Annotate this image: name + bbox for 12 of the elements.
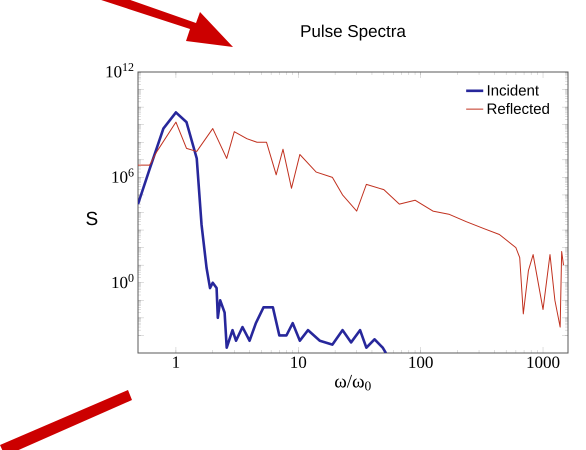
x-axis-title: ω/ω$_{0}$ [335, 374, 371, 390]
x-tick-label: 100 [409, 356, 433, 368]
y-tick-label: 10$^{6}$ [112, 168, 134, 183]
chart-title: Pulse Spectra [301, 24, 406, 40]
y-axis-title: S [86, 212, 98, 226]
legend-label: Incident [488, 84, 539, 96]
x-tick-label: 10 [291, 356, 306, 368]
y-tick-label: 10$^{12}$ [106, 63, 134, 78]
legend-label: Reflected [488, 102, 549, 114]
x-tick-label: 1 [173, 356, 180, 368]
x-tick-label: 1000 [528, 356, 560, 368]
y-tick-label: 10$^{0}$ [112, 274, 134, 288]
